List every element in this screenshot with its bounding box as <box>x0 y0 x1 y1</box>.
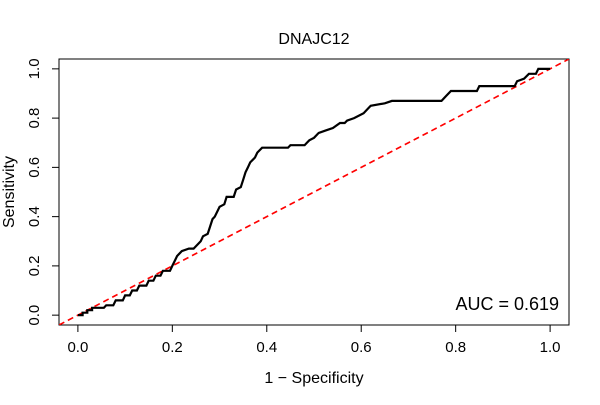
x-tick-label: 0.0 <box>67 339 88 356</box>
auc-annotation: AUC = 0.619 <box>455 294 559 314</box>
y-tick-label: 0.4 <box>26 206 43 227</box>
y-axis-label: Sensitivity <box>1 156 18 228</box>
x-axis-label: 1 − Specificity <box>264 370 363 387</box>
y-tick-label: 1.0 <box>26 58 43 79</box>
y-axis: 0.0 0.2 0.4 0.6 0.8 1.0 <box>26 58 60 326</box>
roc-curve-line <box>77 67 551 317</box>
x-tick-label: 0.6 <box>351 339 372 356</box>
y-tick-label: 0.0 <box>26 305 43 326</box>
x-tick-label: 0.8 <box>445 339 466 356</box>
y-tick-label: 0.8 <box>26 108 43 129</box>
y-tick-label: 0.2 <box>26 255 43 276</box>
x-tick-label: 0.4 <box>256 339 277 356</box>
x-tick-label: 0.2 <box>162 339 183 356</box>
y-tick-label: 0.6 <box>26 157 43 178</box>
chart-title: DNAJC12 <box>278 31 349 48</box>
x-axis: 0.0 0.2 0.4 0.6 0.8 1.0 <box>67 324 561 356</box>
x-tick-label: 1.0 <box>540 339 561 356</box>
reference-diagonal-line <box>59 59 569 325</box>
